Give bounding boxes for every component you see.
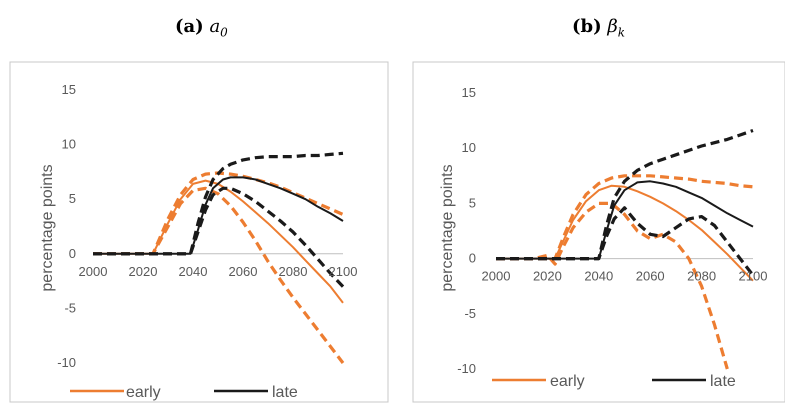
plot-frame — [9, 61, 389, 403]
panel-a-title: (a) a0 — [175, 16, 228, 40]
x-tick-label: 2080 — [279, 264, 308, 279]
y-axis-label: percentage points — [439, 164, 456, 291]
x-tick-label: 2040 — [179, 264, 208, 279]
plot-frame — [412, 61, 785, 403]
x-tick-label: 2020 — [129, 264, 158, 279]
series-line-late-solid-3 — [496, 180, 754, 260]
legend-label-late: late — [710, 373, 736, 390]
chart-panel-b: -10 -5 0 5 10 15 2000 2020 2040 2060 2080 2100 perce… — [412, 61, 785, 403]
chart-panel-a: -10 -5 0 5 10 15 2000 2020 2040 2060 2080 2100 perce… — [9, 61, 389, 403]
series-line-early-dashed-1 — [496, 174, 754, 261]
y-axis-label: percentage points — [39, 164, 56, 291]
legend-label-early: early — [126, 384, 161, 401]
x-tick-label: 2040 — [584, 269, 613, 284]
x-tick-label: 2000 — [482, 269, 511, 284]
series-line-early-dashed-2 — [93, 186, 345, 364]
y-tick-label: 15 — [62, 82, 76, 97]
y-tick-label: 10 — [62, 137, 76, 152]
series-line-late-dashed-5 — [93, 186, 345, 288]
y-tick-label: 15 — [462, 85, 476, 100]
x-tick-label: 2100 — [739, 269, 768, 284]
y-tick-label: 10 — [462, 140, 476, 155]
x-tick-label: 2020 — [533, 269, 562, 284]
series-line-late-dashed-5 — [496, 206, 755, 277]
series-line-late-dashed-4 — [93, 151, 344, 256]
y-tick-label: 5 — [469, 195, 476, 210]
y-tick-label: -10 — [457, 361, 476, 376]
x-tick-label: 2000 — [79, 264, 108, 279]
series-line-late-dashed-4 — [496, 128, 754, 261]
x-tick-label: 2060 — [229, 264, 258, 279]
series-line-early-dashed-1 — [93, 171, 344, 256]
x-tick-label: 2080 — [687, 269, 716, 284]
x-tick-label: 2060 — [636, 269, 665, 284]
y-tick-label: -10 — [57, 355, 76, 370]
y-tick-label: -5 — [64, 300, 76, 315]
y-tick-label: -5 — [464, 306, 476, 321]
panel-b-title: (b) βk — [572, 16, 626, 40]
legend-label-early: early — [550, 373, 585, 390]
legend-label-late: late — [272, 384, 298, 401]
series-line-early-dashed-2 — [496, 201, 729, 370]
series-line-early-solid-0 — [496, 184, 754, 282]
x-tick-label: 2100 — [329, 264, 358, 279]
series-line-late-solid-3 — [93, 176, 344, 255]
y-tick-label: 5 — [69, 191, 76, 206]
y-tick-label: 0 — [69, 246, 76, 261]
y-tick-label: 0 — [469, 251, 476, 266]
series-line-early-solid-0 — [93, 179, 344, 304]
